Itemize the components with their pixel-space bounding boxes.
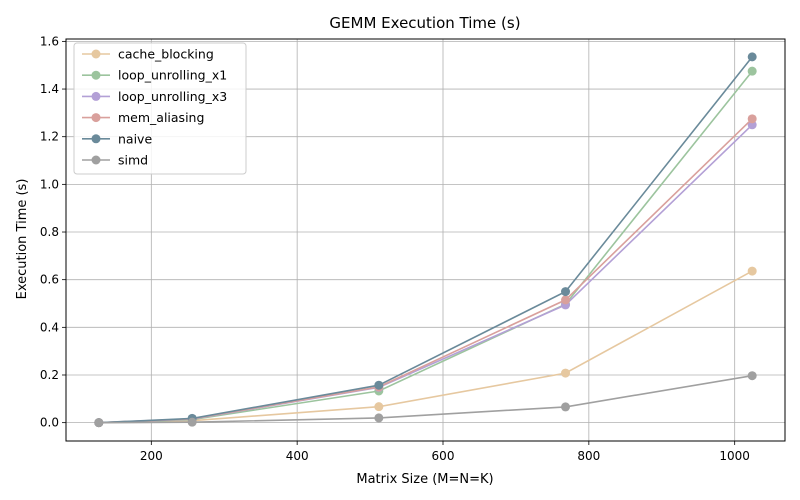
y-tick-label: 0.4 xyxy=(40,320,59,334)
legend-swatch-marker xyxy=(91,91,101,101)
legend-box xyxy=(73,42,247,175)
legend-label: cache_blocking xyxy=(118,47,214,62)
series-naive xyxy=(94,52,757,428)
data-point-mem-aliasing xyxy=(561,295,571,305)
legend-label: naive xyxy=(118,131,152,146)
data-point-loop-unrolling-x1 xyxy=(747,66,757,76)
legend-item-naive: naive xyxy=(82,131,152,146)
data-point-naive xyxy=(374,380,384,390)
data-point-simd xyxy=(94,418,104,428)
chart-title: GEMM Execution Time (s) xyxy=(329,14,520,32)
y-axis-label: Execution Time (s) xyxy=(15,179,30,300)
y-tick-label: 1.6 xyxy=(40,34,59,48)
data-point-cache-blocking xyxy=(561,368,571,378)
y-tick-label: 0.0 xyxy=(40,416,59,430)
legend-item-cache-blocking: cache_blocking xyxy=(82,47,214,62)
data-point-simd xyxy=(747,371,757,381)
legend-swatch-marker xyxy=(91,155,101,165)
data-point-simd xyxy=(561,402,571,412)
data-point-simd xyxy=(187,417,197,427)
legend-item-simd: simd xyxy=(82,153,148,168)
data-point-cache-blocking xyxy=(747,266,757,276)
ticks-layer: 200 400 600 800 1000 0.0 0.2 0.4 0.6 0.8 1.0 1.2 1.4… xyxy=(40,34,750,463)
legend-label: loop_unrolling_x1 xyxy=(118,68,227,83)
series-line-cache-blocking xyxy=(98,270,753,424)
data-point-naive xyxy=(561,287,571,297)
x-tick-label: 1000 xyxy=(719,449,750,463)
legend-item-loop-unrolling-x1: loop_unrolling_x1 xyxy=(82,68,227,83)
legend-swatch-marker xyxy=(91,134,101,144)
x-axis-label: Matrix Size (M=N=K) xyxy=(356,472,493,487)
y-tick-label: 1.0 xyxy=(40,177,59,191)
data-point-simd xyxy=(374,413,384,423)
series-layer xyxy=(94,52,757,428)
x-tick-label: 600 xyxy=(432,449,455,463)
series-simd xyxy=(94,371,757,428)
y-tick-label: 0.2 xyxy=(40,368,59,382)
legend-item-loop-unrolling-x3: loop_unrolling_x3 xyxy=(82,89,227,104)
legend-item-mem-aliasing: mem_aliasing xyxy=(82,110,204,125)
legend-label: loop_unrolling_x3 xyxy=(118,89,227,104)
y-tick-label: 1.2 xyxy=(40,130,59,144)
x-tick-label: 800 xyxy=(577,449,600,463)
y-tick-label: 1.4 xyxy=(40,82,59,96)
data-point-mem-aliasing xyxy=(747,114,757,124)
x-tick-label: 400 xyxy=(286,449,309,463)
legend-label: simd xyxy=(118,153,148,168)
data-point-cache-blocking xyxy=(374,402,384,412)
x-tick-label: 200 xyxy=(140,449,163,463)
series-cache-blocking xyxy=(94,266,757,428)
plot-frame xyxy=(65,38,786,442)
legend: cache_blocking loop_unrolling_x1 loop_unro… xyxy=(73,42,247,175)
legend-label: mem_aliasing xyxy=(118,110,204,125)
y-tick-label: 0.8 xyxy=(40,225,59,239)
legend-swatch-marker xyxy=(91,113,101,123)
y-tick-label: 0.6 xyxy=(40,273,59,287)
legend-swatch-marker xyxy=(91,70,101,80)
legend-swatch-marker xyxy=(91,49,101,59)
data-point-naive xyxy=(747,52,757,62)
series-line-simd xyxy=(98,374,753,424)
